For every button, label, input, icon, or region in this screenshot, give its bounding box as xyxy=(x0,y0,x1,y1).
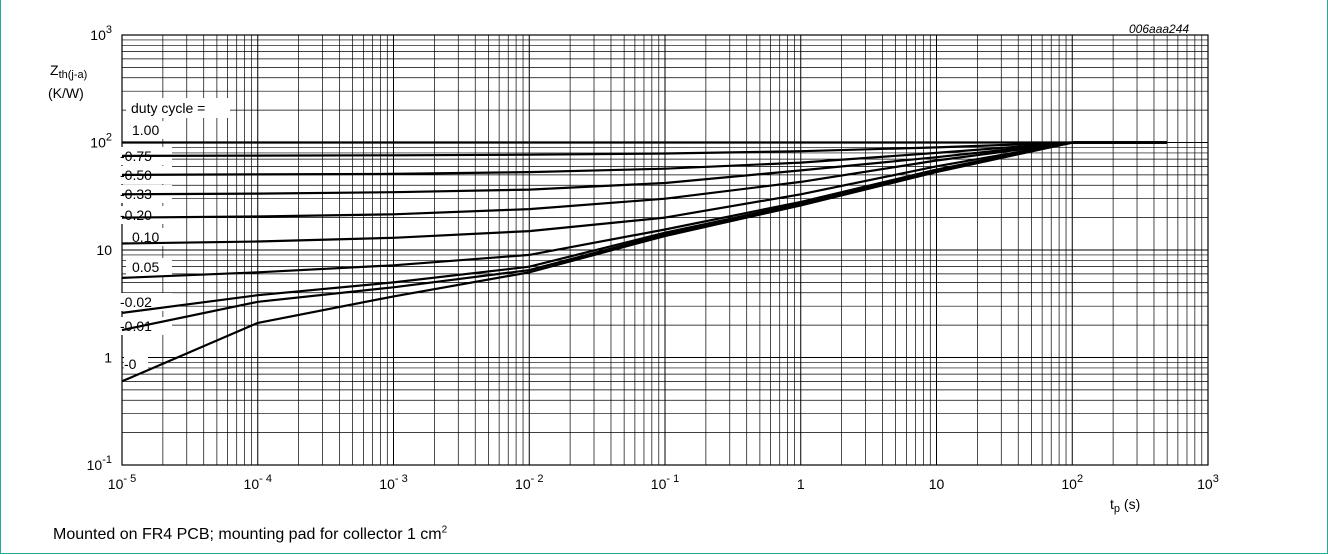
label-mask xyxy=(124,355,148,373)
tick-label: 1 xyxy=(104,350,112,366)
tick-label: 10- 5 xyxy=(108,473,136,492)
series-label: -0.50 xyxy=(120,167,152,183)
x-axis-title: tp (s) xyxy=(1110,496,1140,515)
tick-label: 103 xyxy=(1197,473,1219,492)
series-label: -0.75 xyxy=(120,148,152,164)
tick-label: 10- 2 xyxy=(515,473,543,492)
caption-text: Mounted on FR4 PCB; mounting pad for col… xyxy=(53,526,442,543)
series-label: 0.10 xyxy=(132,229,160,245)
tick-label: 10- 4 xyxy=(244,473,272,492)
series-line-0-50 xyxy=(121,141,1168,176)
series-layer xyxy=(121,141,1168,383)
series-line-0-75 xyxy=(121,141,1168,157)
axis-title-layer: Zth(j-a) (K/W) tp (s) xyxy=(48,62,1140,515)
series-label: -0.20 xyxy=(120,207,152,223)
series-line-0-20 xyxy=(121,141,1168,219)
series-label: -0.02 xyxy=(120,294,152,310)
tick-label: 103 xyxy=(90,24,112,43)
label-mask xyxy=(126,258,172,276)
tick-label-layer: 10- 5 10- 4 10- 3 10- 2 10- 1 1 10 102 103 10-1 1 1… xyxy=(87,24,1219,492)
y-axis-unit: (K/W) xyxy=(48,85,84,101)
series-line-0 xyxy=(121,141,1168,383)
series-line-0-05 xyxy=(121,141,1168,279)
y-axis-title: Zth(j-a) xyxy=(50,62,87,81)
label-mask xyxy=(126,121,172,139)
label-mask xyxy=(126,228,172,246)
label-mask xyxy=(120,293,172,311)
series-label: -0.01 xyxy=(120,318,152,334)
tick-label: 10 xyxy=(929,476,945,492)
series-line-0-02 xyxy=(121,141,1168,314)
tick-label: 10 xyxy=(96,242,112,258)
label-mask xyxy=(120,206,172,224)
legend-title: duty cycle = xyxy=(131,100,206,116)
series-label: 1.00 xyxy=(132,122,160,138)
document-code: 006aaa244 xyxy=(1129,22,1190,36)
label-mask xyxy=(126,98,230,118)
chart-plot: 10- 5 10- 4 10- 3 10- 2 10- 1 1 10 102 103 10-1 1 1… xyxy=(48,24,1219,515)
tick-label: 10- 1 xyxy=(651,473,679,492)
series-label: -0 xyxy=(124,356,137,372)
series-line-0-01 xyxy=(121,141,1168,332)
tick-label: 10- 3 xyxy=(379,473,407,492)
caption-superscript: 2 xyxy=(441,524,448,536)
plot-border xyxy=(121,34,1209,466)
figure-caption: Mounted on FR4 PCB; mounting pad for col… xyxy=(53,524,448,544)
grid-layer xyxy=(120,34,1209,466)
tick-label: 1 xyxy=(797,476,805,492)
tick-label: 10-1 xyxy=(87,454,112,473)
tick-label: 102 xyxy=(1061,473,1083,492)
series-label: -0.33 xyxy=(120,186,152,202)
series-label: 0.05 xyxy=(132,259,160,275)
tick-label: 102 xyxy=(90,132,112,151)
